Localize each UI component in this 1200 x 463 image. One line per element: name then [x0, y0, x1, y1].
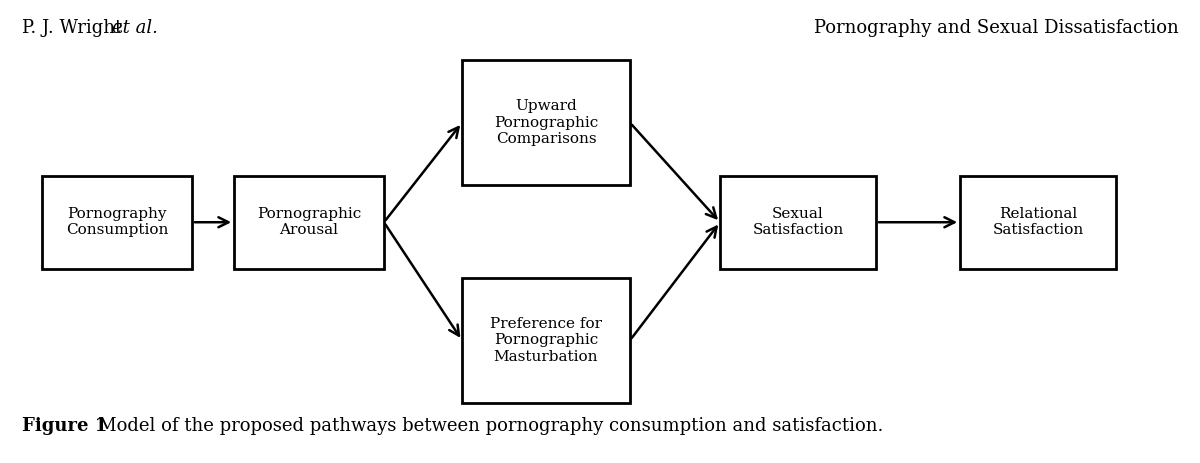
- FancyBboxPatch shape: [42, 176, 192, 269]
- Text: Upward
Pornographic
Comparisons: Upward Pornographic Comparisons: [494, 100, 598, 146]
- Text: et al.: et al.: [112, 19, 158, 37]
- Text: Pornography and Sexual Dissatisfaction: Pornography and Sexual Dissatisfaction: [814, 19, 1178, 37]
- Text: P. J. Wright: P. J. Wright: [22, 19, 127, 37]
- FancyBboxPatch shape: [234, 176, 384, 269]
- Text: Pornography
Consumption: Pornography Consumption: [66, 207, 168, 238]
- Text: Sexual
Satisfaction: Sexual Satisfaction: [752, 207, 844, 238]
- FancyBboxPatch shape: [462, 60, 630, 185]
- FancyBboxPatch shape: [720, 176, 876, 269]
- Text: Pornographic
Arousal: Pornographic Arousal: [257, 207, 361, 238]
- Text: Preference for
Pornographic
Masturbation: Preference for Pornographic Masturbation: [490, 317, 602, 363]
- FancyBboxPatch shape: [462, 278, 630, 403]
- Text: Relational
Satisfaction: Relational Satisfaction: [992, 207, 1084, 238]
- FancyBboxPatch shape: [960, 176, 1116, 269]
- Text: Model of the proposed pathways between pornography consumption and satisfaction.: Model of the proposed pathways between p…: [82, 417, 883, 435]
- Text: Figure 1: Figure 1: [22, 417, 107, 435]
